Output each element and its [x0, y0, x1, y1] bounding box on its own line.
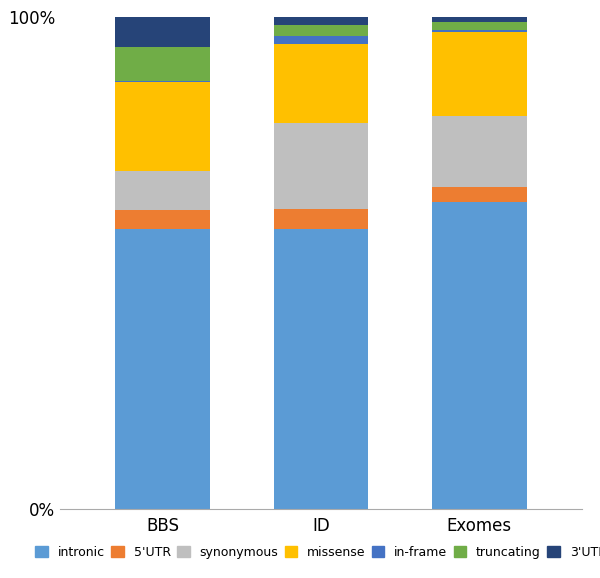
Bar: [115, 171, 210, 210]
Bar: [115, 229, 210, 509]
Bar: [115, 47, 210, 81]
Bar: [274, 25, 368, 35]
Bar: [274, 229, 368, 509]
Bar: [432, 32, 527, 116]
Bar: [115, 81, 210, 82]
Bar: [274, 17, 368, 25]
Legend: intronic, 5'UTR, synonymous, missense, in-frame, truncating, 3'UTR: intronic, 5'UTR, synonymous, missense, i…: [35, 546, 600, 559]
Bar: [432, 116, 527, 187]
Bar: [115, 210, 210, 229]
Bar: [432, 17, 527, 23]
Bar: [432, 202, 527, 509]
Bar: [274, 209, 368, 229]
Bar: [274, 123, 368, 209]
Bar: [432, 23, 527, 29]
Bar: [115, 17, 210, 47]
Bar: [432, 187, 527, 202]
Bar: [115, 82, 210, 171]
Bar: [274, 45, 368, 123]
Bar: [274, 35, 368, 45]
Bar: [432, 29, 527, 32]
